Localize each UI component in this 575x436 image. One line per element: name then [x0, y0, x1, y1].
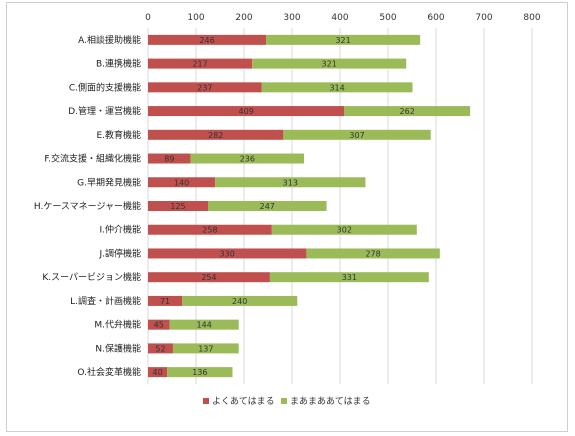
chart-frame [6, 2, 568, 432]
data-label: 282 [208, 131, 223, 140]
data-label: 89 [164, 155, 174, 164]
data-label: 40 [153, 368, 163, 377]
data-label: 246 [199, 36, 214, 45]
data-label: 125 [170, 202, 185, 211]
bar-segment-yoku [148, 58, 253, 69]
bar-segment-maamaa [266, 34, 421, 45]
bar-segment-yoku [148, 177, 216, 188]
data-label: 262 [400, 107, 415, 116]
data-label: 137 [198, 344, 213, 353]
data-label: 136 [192, 368, 207, 377]
bar-segment-maamaa [215, 177, 366, 188]
bar-segment-maamaa [271, 224, 417, 235]
bar-segment-yoku [148, 319, 170, 330]
x-tick-label: 600 [427, 13, 444, 23]
data-label: 258 [202, 226, 217, 235]
bar-segment-maamaa [182, 295, 298, 306]
category-label: M.代弁機能 [94, 319, 141, 331]
category-label: G.早期発見機能 [77, 176, 141, 188]
bars: 246 321 217 321 237 314 409 262 282 307 89 236 140 31… [148, 34, 471, 378]
x-tick-label: 100 [187, 13, 204, 23]
bar-segment-yoku [148, 272, 270, 283]
x-tick-label: 800 [523, 13, 540, 23]
data-label: 217 [192, 60, 207, 69]
data-label: 321 [322, 60, 337, 69]
data-label: 144 [197, 321, 212, 330]
category-label: N.保護機能 [95, 342, 141, 354]
bar-segment-yoku [148, 34, 267, 45]
data-label: 302 [337, 226, 352, 235]
data-label: 409 [239, 107, 254, 116]
bar-segment-maamaa [172, 343, 239, 354]
bar-segment-maamaa [167, 367, 233, 378]
data-label: 236 [240, 155, 255, 164]
legend-label: まあまああてはまる [290, 396, 371, 407]
legend: よくあてはまる まあまああてはまる [203, 396, 371, 407]
bar-segment-yoku [148, 343, 173, 354]
category-label: A.相談援助機能 [78, 34, 141, 46]
x-tick-label: 200 [235, 13, 252, 23]
bar-segment-maamaa [344, 106, 471, 117]
data-label: 314 [329, 83, 344, 92]
x-tick-label: 300 [283, 13, 300, 23]
x-tick-label: 400 [331, 13, 348, 23]
data-label: 307 [349, 131, 364, 140]
bar-segment-yoku [148, 248, 307, 259]
bar-segment-yoku [148, 82, 262, 93]
data-label: 254 [201, 273, 216, 282]
category-label: H.ケースマネージャー機能 [34, 200, 141, 212]
bar-segment-yoku [148, 224, 272, 235]
bar-segment-yoku [148, 201, 208, 211]
legend-swatch [281, 398, 287, 404]
data-label: 331 [342, 273, 357, 282]
bar-segment-maamaa [169, 319, 239, 330]
category-label: J.調停機能 [98, 247, 141, 259]
bar-segment-maamaa [269, 272, 429, 283]
category-label: K.スーパービジョン機能 [42, 271, 141, 283]
category-label: E.教育機能 [96, 129, 141, 141]
bar-segment-maamaa [190, 153, 304, 164]
category-label: L.調査・計画機能 [70, 295, 141, 307]
data-label: 71 [160, 297, 170, 306]
bar-segment-yoku [148, 295, 183, 306]
data-label: 313 [283, 178, 298, 187]
x-tick-label: 500 [379, 13, 396, 23]
category-labels: A.相談援助機能 B.連携機能 C.側面的支援機能 D.管理・運営機能 E.教育機能 F.… [34, 34, 141, 378]
category-label: O.社会変革機能 [77, 366, 141, 378]
data-label: 52 [155, 344, 165, 353]
category-label: F.交流支援・組織化機能 [44, 153, 141, 165]
category-label: I.仲介機能 [99, 224, 141, 236]
x-axis-ticks: 0 100 200 300 400 500 600 700 800 [145, 13, 541, 23]
legend-swatch [203, 398, 209, 404]
data-label: 278 [365, 249, 380, 258]
bar-segment-maamaa [252, 58, 407, 69]
category-label: D.管理・運営機能 [68, 105, 141, 117]
data-label: 45 [154, 321, 164, 330]
legend-label: よくあてはまる [212, 396, 275, 407]
x-tick-label: 700 [475, 13, 492, 23]
bar-segment-maamaa [283, 129, 431, 140]
bar-segment-yoku [148, 106, 345, 117]
data-label: 330 [220, 249, 235, 258]
data-label: 247 [260, 202, 275, 211]
category-label: C.側面的支援機能 [69, 81, 141, 93]
bar-segment-maamaa [306, 248, 440, 259]
bar-segment-yoku [148, 153, 191, 164]
bar-segment-yoku [148, 129, 284, 140]
data-label: 321 [335, 36, 350, 45]
x-tick-label: 0 [145, 13, 151, 23]
data-label: 140 [174, 178, 189, 187]
data-label: 237 [197, 83, 212, 92]
bar-segment-maamaa [261, 82, 413, 93]
data-label: 240 [232, 297, 247, 306]
bar-segment-yoku [148, 367, 168, 378]
category-label: B.連携機能 [96, 58, 141, 70]
bar-segment-maamaa [208, 201, 327, 211]
